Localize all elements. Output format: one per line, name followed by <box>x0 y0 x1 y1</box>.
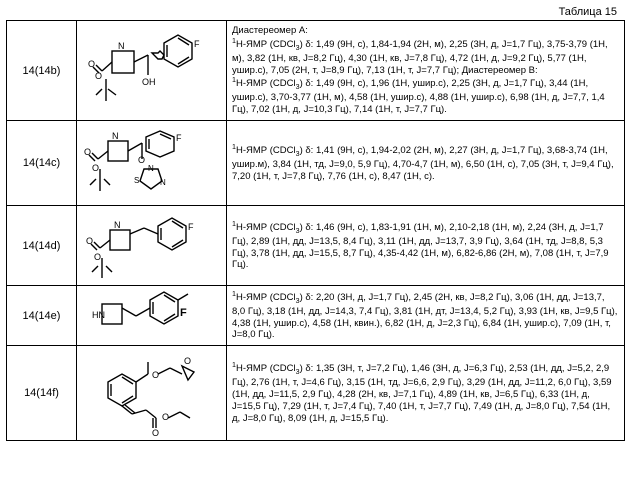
svg-text:OH: OH <box>142 77 156 87</box>
table-row: 14(14d) N O O <box>7 206 625 286</box>
structure-cell: N O O <box>77 206 227 286</box>
structure-icon: OH F N O <box>82 23 222 118</box>
structure-cell: N O O O <box>77 121 227 206</box>
table-row: 14(14b) OH F N <box>7 21 625 121</box>
svg-text:N: N <box>148 164 154 173</box>
compound-id: 14(14e) <box>7 286 77 346</box>
svg-text:F: F <box>180 307 187 319</box>
svg-text:S: S <box>134 176 139 185</box>
table-caption: Таблица 15 <box>6 6 625 18</box>
table-row: 14(14c) N O O <box>7 121 625 206</box>
structure-cell: HN F <box>77 286 227 346</box>
compound-id: 14(14d) <box>7 206 77 286</box>
nmr-data: 1H-ЯМР (CDCl3) δ: 2,20 (3H, д, J=1,7 Гц)… <box>227 286 625 346</box>
table-row: 14(14f) O O <box>7 346 625 441</box>
svg-text:O: O <box>152 370 159 380</box>
svg-text:O: O <box>84 147 91 157</box>
nmr-data: 1H-ЯМР (CDCl3) δ: 1,35 (3H, т, J=7,2 Гц)… <box>227 346 625 441</box>
compound-id: 14(14c) <box>7 121 77 206</box>
svg-text:F: F <box>188 222 194 232</box>
svg-text:O: O <box>162 412 169 422</box>
svg-text:N: N <box>114 220 121 230</box>
svg-text:F: F <box>194 39 200 49</box>
nmr-data: Диастереомер А:1H-ЯМР (CDCl3) δ: 1,49 (9… <box>227 21 625 121</box>
structure-cell: O O O O <box>77 346 227 441</box>
nmr-table: 14(14b) OH F N <box>6 20 625 441</box>
svg-text:N: N <box>112 131 119 141</box>
svg-text:HN: HN <box>92 310 105 320</box>
compound-id: 14(14b) <box>7 21 77 121</box>
svg-text:O: O <box>88 59 95 69</box>
svg-text:O: O <box>86 236 93 246</box>
svg-text:F: F <box>176 133 182 143</box>
structure-icon: HN F <box>82 288 222 343</box>
structure-icon: N O O O <box>82 123 222 203</box>
svg-text:O: O <box>94 252 101 262</box>
compound-id: 14(14f) <box>7 346 77 441</box>
table-row: 14(14e) HN F <box>7 286 625 346</box>
svg-text:N: N <box>160 178 166 187</box>
structure-icon: N O O <box>82 208 222 283</box>
structure-cell: OH F N O <box>77 21 227 121</box>
nmr-data: 1H-ЯМР (CDCl3) δ: 1,41 (9H, с), 1,94-2,0… <box>227 121 625 206</box>
nmr-data: 1H-ЯМР (CDCl3) δ: 1,46 (9H, с), 1,83-1,9… <box>227 206 625 286</box>
svg-text:O: O <box>92 163 99 173</box>
svg-text:O: O <box>184 356 191 366</box>
svg-text:N: N <box>118 41 125 51</box>
structure-icon: O O O O <box>82 348 222 438</box>
svg-text:O: O <box>152 428 159 438</box>
